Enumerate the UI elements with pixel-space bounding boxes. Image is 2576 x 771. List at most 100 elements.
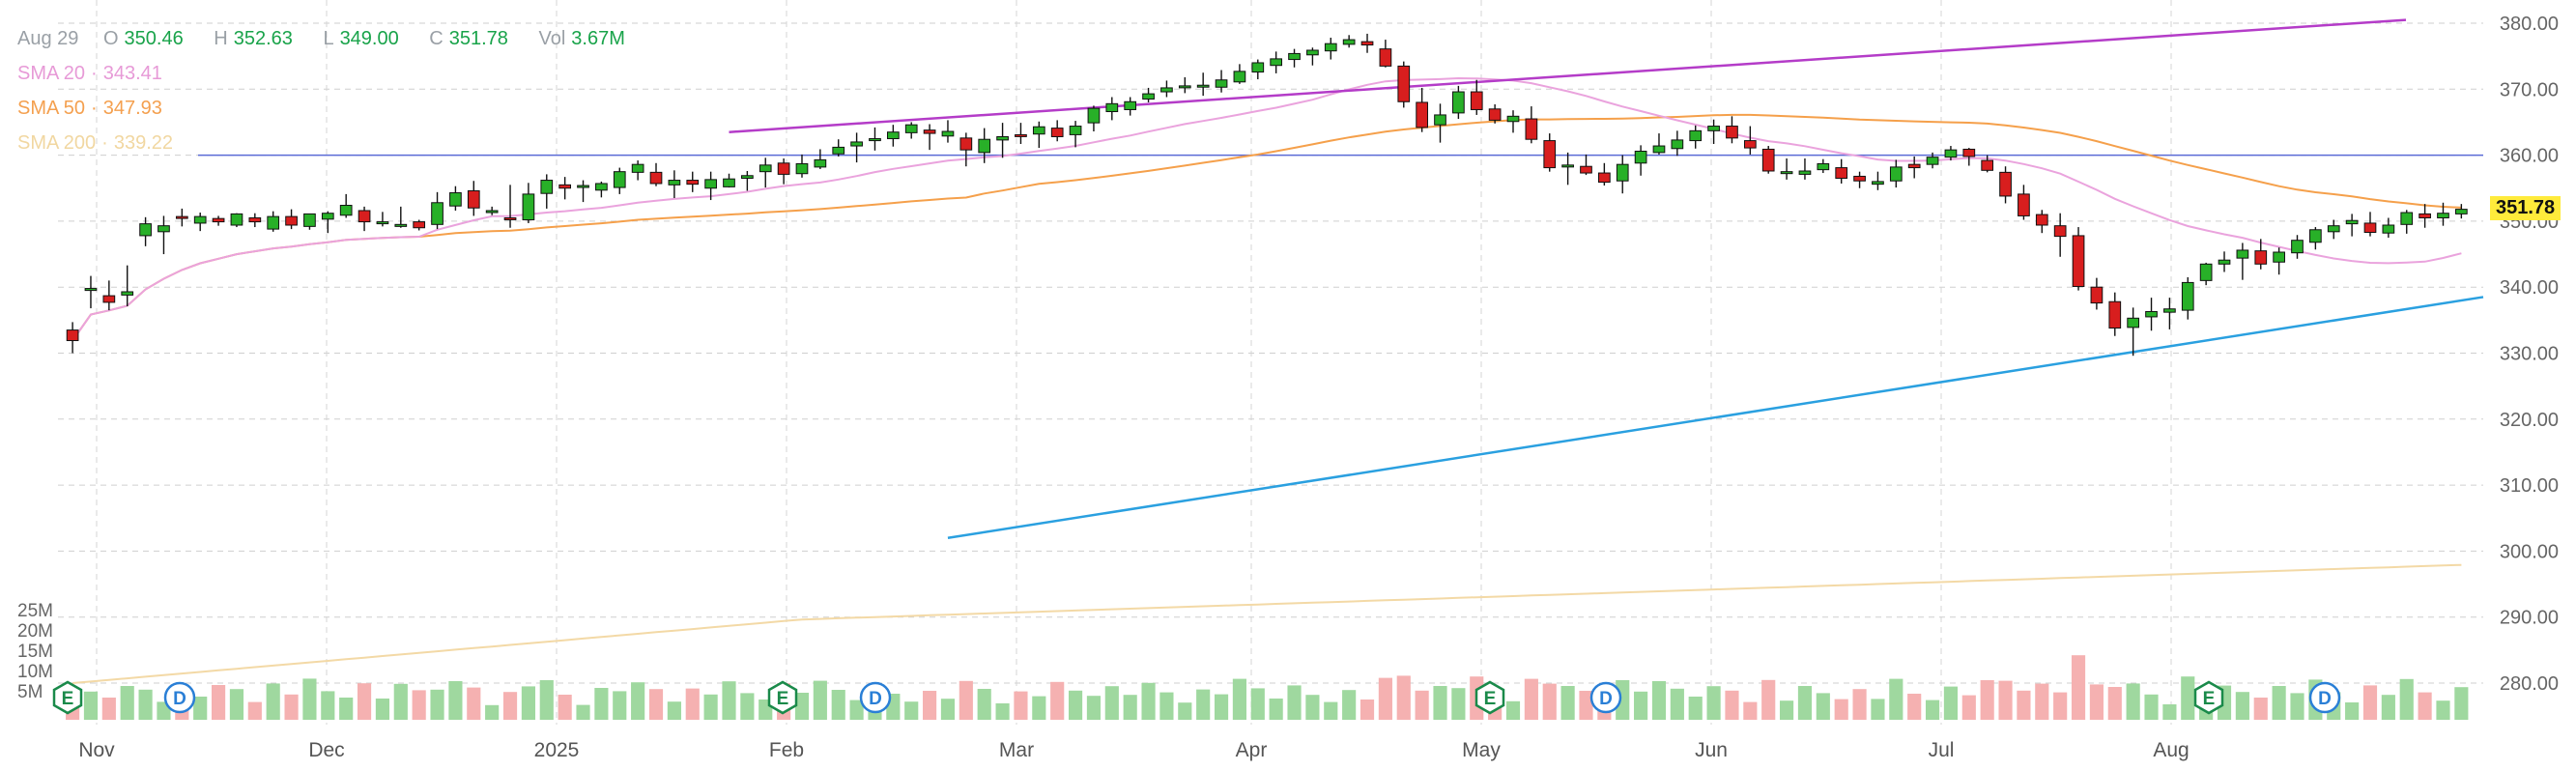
candle[interactable] — [850, 141, 863, 147]
candle[interactable] — [595, 183, 608, 191]
candle[interactable] — [230, 213, 243, 226]
candle[interactable] — [2072, 235, 2085, 288]
sma50-line[interactable] — [72, 113, 2462, 342]
candle[interactable] — [2163, 308, 2176, 313]
channel-bottom-line[interactable] — [947, 296, 2484, 539]
candle[interactable] — [1726, 126, 1738, 139]
candle[interactable] — [758, 164, 772, 173]
candle[interactable] — [1525, 118, 1538, 140]
candle[interactable] — [157, 225, 170, 233]
candle[interactable] — [1780, 171, 1793, 175]
candle[interactable] — [741, 175, 754, 180]
channel-top-line[interactable] — [729, 18, 2407, 133]
candle[interactable] — [1561, 164, 1574, 168]
earnings-marker-icon[interactable] — [767, 680, 798, 715]
dividend-marker-icon[interactable] — [2308, 681, 2341, 714]
candle[interactable] — [2273, 251, 2285, 263]
candle[interactable] — [2035, 214, 2048, 226]
candle[interactable] — [2254, 250, 2268, 265]
dividend-marker-icon[interactable] — [1589, 681, 1622, 714]
sma200-legend[interactable]: SMA 200 · 339.22 — [17, 132, 174, 154]
candle[interactable] — [2437, 213, 2449, 218]
candle[interactable] — [394, 223, 408, 227]
candle[interactable] — [2419, 213, 2431, 218]
candle[interactable] — [1506, 115, 1520, 123]
dividend-marker-icon[interactable] — [163, 681, 196, 714]
candle[interactable] — [1215, 79, 1228, 88]
candle[interactable] — [376, 221, 389, 225]
candle[interactable] — [2236, 249, 2249, 259]
candle[interactable] — [1416, 101, 1428, 128]
candle[interactable] — [1707, 126, 1720, 131]
earnings-marker-icon[interactable] — [2193, 680, 2224, 715]
candle[interactable] — [1598, 172, 1611, 184]
candle[interactable] — [267, 215, 280, 230]
candle[interactable] — [2400, 212, 2414, 225]
candle[interactable] — [1889, 166, 1903, 182]
candle[interactable] — [1032, 126, 1045, 135]
candle[interactable] — [832, 146, 845, 155]
candle[interactable] — [1270, 58, 1283, 67]
candle[interactable] — [1944, 149, 1958, 158]
earnings-marker-icon[interactable] — [52, 680, 83, 715]
candle[interactable] — [1342, 39, 1356, 45]
candle[interactable] — [1743, 140, 1757, 149]
candle[interactable] — [413, 221, 426, 229]
candle[interactable] — [723, 178, 735, 187]
candle[interactable] — [66, 329, 79, 342]
candle[interactable] — [1652, 145, 1666, 154]
candle[interactable] — [2108, 300, 2122, 329]
candle[interactable] — [1233, 71, 1246, 83]
candle[interactable] — [1288, 52, 1301, 61]
candle[interactable] — [1069, 126, 1082, 135]
candle[interactable] — [668, 180, 681, 186]
candle[interactable] — [2218, 259, 2231, 265]
candle[interactable] — [1251, 62, 1265, 73]
candle[interactable] — [121, 291, 134, 296]
candle[interactable] — [1835, 167, 1848, 180]
candle[interactable] — [1470, 91, 1483, 110]
candle[interactable] — [1926, 157, 1939, 165]
candle[interactable] — [1488, 108, 1502, 121]
candle[interactable] — [1360, 41, 1374, 46]
candle[interactable] — [1580, 165, 1592, 174]
candle[interactable] — [1962, 148, 1976, 157]
candle[interactable] — [577, 185, 589, 188]
candle[interactable] — [303, 213, 316, 227]
candle[interactable] — [522, 193, 535, 221]
candle[interactable] — [2382, 224, 2395, 234]
candle[interactable] — [84, 288, 98, 292]
candle[interactable] — [558, 184, 571, 189]
candle[interactable] — [449, 192, 462, 207]
dividend-marker-icon[interactable] — [859, 681, 892, 714]
candle[interactable] — [2127, 317, 2140, 328]
candle[interactable] — [1196, 84, 1210, 88]
candle[interactable] — [1616, 163, 1629, 182]
candle[interactable] — [1142, 93, 1155, 100]
candle[interactable] — [941, 130, 955, 137]
candle[interactable] — [1999, 171, 2012, 197]
candle[interactable] — [503, 216, 517, 220]
candle[interactable] — [1434, 114, 1446, 126]
candle[interactable] — [1543, 140, 1557, 169]
candle[interactable] — [2145, 310, 2158, 318]
candle[interactable] — [777, 162, 790, 175]
candle[interactable] — [2018, 193, 2030, 216]
candle[interactable] — [485, 210, 499, 214]
candle[interactable] — [248, 216, 262, 223]
candle[interactable] — [358, 210, 371, 223]
candle[interactable] — [467, 189, 480, 209]
candle[interactable] — [1124, 100, 1137, 110]
candle[interactable] — [978, 138, 991, 154]
candle[interactable] — [1689, 129, 1703, 142]
candle[interactable] — [285, 215, 298, 226]
candle[interactable] — [2345, 219, 2359, 225]
candle[interactable] — [2327, 225, 2340, 233]
candle[interactable] — [1050, 128, 1064, 137]
candle[interactable] — [1015, 133, 1027, 137]
candle[interactable] — [1160, 87, 1173, 93]
sma200-line[interactable] — [72, 563, 2462, 684]
candle[interactable] — [102, 295, 116, 303]
candle[interactable] — [959, 137, 973, 151]
